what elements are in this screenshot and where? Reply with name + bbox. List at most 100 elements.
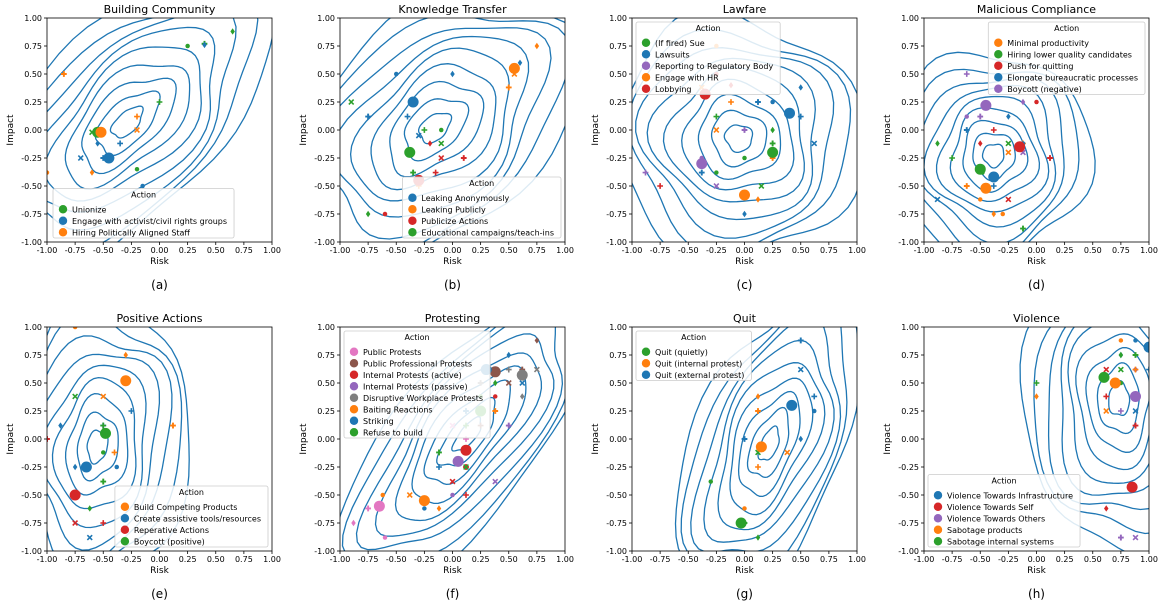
contour-line bbox=[1033, 327, 1149, 535]
legend-marker bbox=[641, 50, 651, 59]
data-point bbox=[123, 351, 128, 359]
y-tick-label: 0.00 bbox=[24, 126, 42, 135]
centroid-point bbox=[739, 189, 750, 201]
y-tick-label: -1.00 bbox=[606, 238, 627, 247]
y-tick-label: -1.00 bbox=[898, 238, 919, 247]
plot-title: Malicious Compliance bbox=[977, 3, 1096, 16]
data-point bbox=[755, 196, 761, 203]
subfigure-caption: (e) bbox=[151, 587, 168, 601]
data-point bbox=[770, 126, 775, 134]
data-point bbox=[72, 463, 78, 471]
data-point bbox=[1117, 408, 1124, 414]
contour-line bbox=[729, 377, 814, 516]
x-tick-label: 1.00 bbox=[556, 246, 574, 255]
legend-label: Push for quitting bbox=[1007, 62, 1073, 71]
x-tick-label: -1.00 bbox=[330, 246, 351, 255]
data-point bbox=[741, 127, 748, 133]
y-tick-label: -0.75 bbox=[606, 210, 627, 219]
data-point bbox=[1118, 351, 1124, 359]
centroid-point bbox=[1098, 371, 1110, 383]
contour-line bbox=[64, 64, 191, 190]
x-tick-label: 1.00 bbox=[1140, 246, 1158, 255]
contour-group bbox=[340, 18, 565, 242]
x-tick-label: 1.00 bbox=[556, 555, 574, 564]
data-point bbox=[963, 127, 970, 133]
x-tick-label: 0.50 bbox=[1084, 555, 1102, 564]
legend-title: Action bbox=[696, 24, 721, 33]
data-point bbox=[934, 196, 941, 203]
data-point bbox=[758, 183, 765, 189]
legend-marker bbox=[641, 347, 651, 356]
data-point bbox=[100, 422, 107, 429]
y-tick-label: 0.75 bbox=[901, 42, 919, 51]
y-tick-label: -0.50 bbox=[314, 491, 335, 500]
y-tick-label: -0.75 bbox=[21, 519, 42, 528]
contour-line bbox=[81, 77, 177, 175]
y-tick-label: 0.25 bbox=[317, 407, 335, 416]
data-point bbox=[505, 84, 512, 91]
data-point bbox=[436, 464, 442, 470]
contour-line bbox=[746, 406, 790, 479]
contour-line bbox=[1108, 380, 1131, 416]
legend-label: Sabotage internal systems bbox=[947, 537, 1054, 546]
data-point bbox=[1132, 352, 1139, 358]
x-axis-label: Risk bbox=[735, 566, 754, 576]
legend: Action Quit (quietly) Quit (internal prote… bbox=[635, 330, 752, 381]
x-tick-label: -1.00 bbox=[622, 246, 643, 255]
legend-label: Educational campaigns/teach-ins bbox=[421, 228, 554, 237]
y-tick-label: -0.75 bbox=[314, 519, 335, 528]
centroid-point bbox=[69, 489, 81, 501]
data-point bbox=[128, 408, 135, 414]
y-tick-label: 0.50 bbox=[901, 379, 919, 388]
data-point bbox=[117, 140, 124, 147]
x-tick-label: 0.25 bbox=[179, 555, 197, 564]
subfigure-caption: (a) bbox=[151, 278, 168, 292]
y-tick-label: -1.00 bbox=[21, 238, 42, 247]
contour-line bbox=[417, 112, 453, 145]
x-tick-label: 0.75 bbox=[820, 246, 838, 255]
contour-line bbox=[47, 364, 147, 529]
x-tick-label: -0.25 bbox=[706, 246, 727, 255]
legend-title: Action bbox=[469, 179, 494, 188]
contour-line bbox=[632, 18, 857, 242]
data-point bbox=[769, 155, 776, 161]
legend-marker bbox=[994, 84, 1003, 93]
y-tick-label: -0.75 bbox=[21, 210, 42, 219]
x-tick-label: 0.00 bbox=[151, 246, 169, 255]
data-point bbox=[406, 492, 413, 498]
data-point bbox=[439, 127, 444, 133]
data-point bbox=[111, 449, 118, 456]
y-tick-label: -0.25 bbox=[898, 463, 919, 472]
legend-marker bbox=[349, 416, 359, 425]
y-tick-label: -0.50 bbox=[21, 491, 42, 500]
centroid-point bbox=[508, 62, 520, 74]
plot-title: Positive Actions bbox=[116, 312, 202, 325]
y-tick-label: -0.75 bbox=[314, 210, 335, 219]
plot-title: Building Community bbox=[104, 3, 216, 16]
data-point bbox=[520, 393, 525, 400]
centroid-point bbox=[418, 495, 430, 507]
centroid-point bbox=[516, 369, 528, 381]
centroid-point bbox=[980, 182, 992, 194]
data-point bbox=[769, 140, 776, 147]
data-point bbox=[991, 210, 996, 218]
subplot-7: -1.00-1.00 -0.75 -0.75 -0.50 -0.50 -0.25 -0.25… bbox=[591, 312, 866, 601]
x-tick-label: -0.50 bbox=[970, 555, 991, 564]
x-tick-label: -0.25 bbox=[121, 246, 142, 255]
subplot-5: -1.00-1.00 -0.75 -0.75 -0.50 -0.50 -0.25 -0.25… bbox=[6, 312, 281, 601]
legend-title: Action bbox=[1054, 24, 1079, 33]
legend-marker bbox=[641, 61, 651, 70]
data-point bbox=[230, 28, 235, 35]
y-axis-label: Impact bbox=[883, 423, 893, 455]
data-point bbox=[741, 436, 748, 442]
legend-marker bbox=[641, 84, 651, 93]
contour-line bbox=[935, 95, 1050, 213]
data-point bbox=[463, 464, 469, 470]
y-tick-label: 0.00 bbox=[901, 126, 919, 135]
legend-label: Baiting Reactions bbox=[363, 405, 433, 414]
data-point bbox=[755, 464, 761, 470]
x-tick-label: -1.00 bbox=[622, 555, 643, 564]
y-tick-label: -0.50 bbox=[898, 491, 919, 500]
x-tick-label: -0.25 bbox=[414, 246, 435, 255]
centroid-point bbox=[1130, 390, 1141, 402]
